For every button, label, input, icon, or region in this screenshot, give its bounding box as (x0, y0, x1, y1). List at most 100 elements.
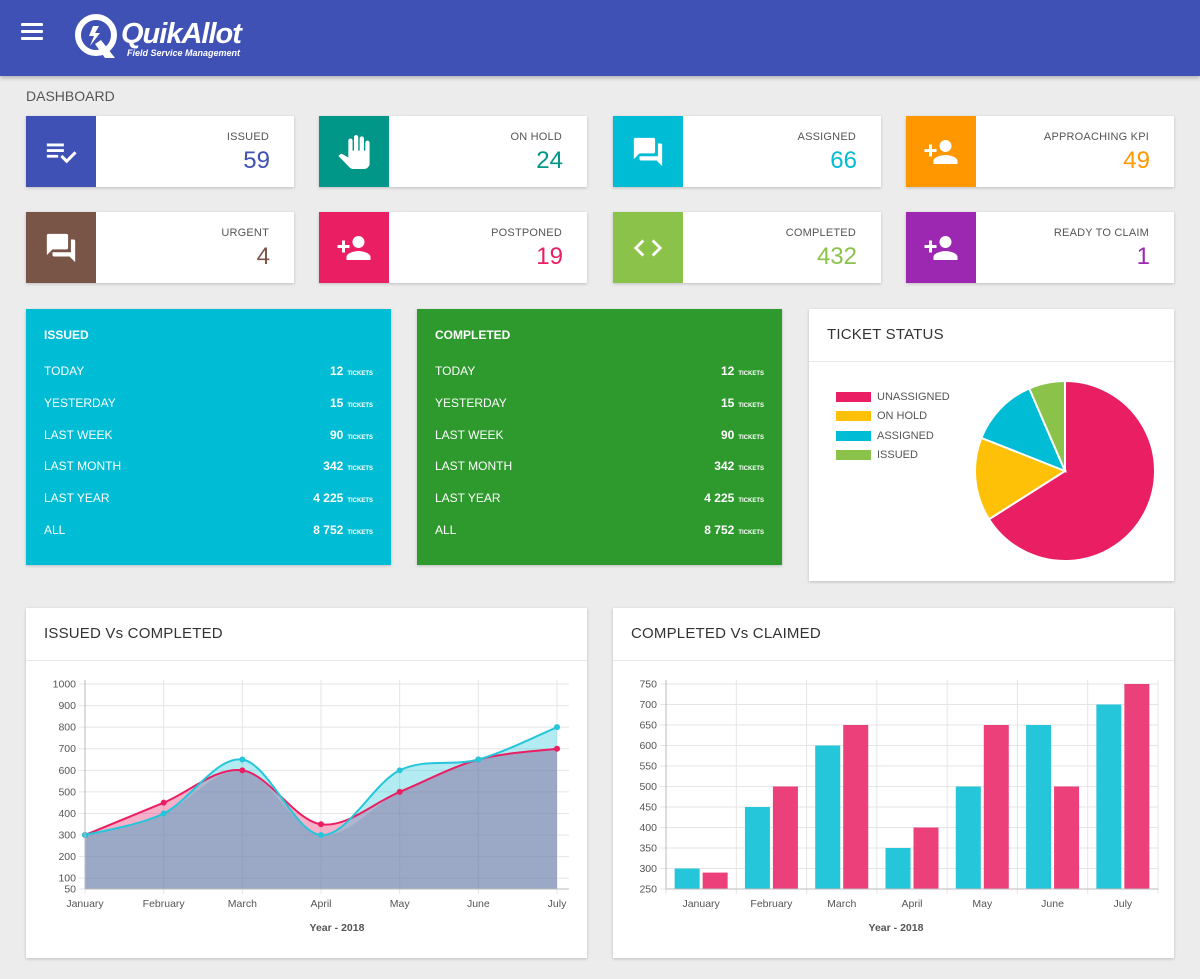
summary-row-label: LAST MONTH (44, 459, 122, 473)
stat-value: 432 (816, 243, 857, 270)
summary-card-issued: ISSUED TODAY 12 TICKETS YESTERDAY 15 TICKETS… (26, 309, 391, 565)
bar[interactable] (702, 872, 728, 889)
stat-icon-tile (26, 212, 96, 283)
summary-row-value: 8 752 TICKETS (704, 523, 764, 537)
x-tick-label: February (143, 898, 186, 910)
pie-slice[interactable] (974, 436, 1068, 521)
data-point[interactable] (396, 767, 403, 774)
panel-divider (26, 660, 587, 661)
y-tick-label: 800 (58, 722, 76, 734)
summary-row-value: 12 TICKETS (720, 364, 764, 378)
stat-card-on-hold[interactable]: ON HOLD 24 (319, 116, 587, 187)
legend-item[interactable]: UNASSIGNED (836, 387, 950, 407)
stat-card-ready-to-claim[interactable]: READY TO CLAIM 1 (906, 212, 1174, 283)
y-tick-label: 700 (639, 699, 657, 711)
summary-row-label: ALL (44, 523, 66, 537)
x-tick-label: May (390, 898, 411, 910)
stat-icon-tile (319, 212, 389, 283)
x-tick-label: February (750, 898, 793, 910)
summary-row-label: ALL (435, 523, 457, 537)
summary-row: LAST YEAR 4 225 TICKETS (435, 491, 764, 511)
summary-title: ISSUED (44, 328, 89, 342)
bar[interactable] (885, 848, 911, 889)
stat-card-assigned[interactable]: ASSIGNED 66 (613, 116, 881, 187)
summary-row: TODAY 12 TICKETS (44, 364, 373, 384)
bar[interactable] (1096, 704, 1122, 890)
bar[interactable] (983, 725, 1009, 889)
quikallot-logo-icon (75, 14, 117, 58)
summary-row-label: TODAY (435, 364, 476, 378)
legend-item[interactable]: ON HOLD (836, 407, 950, 427)
bar[interactable] (913, 827, 939, 890)
summary-row-label: LAST MONTH (435, 459, 513, 473)
stat-card-approaching-kpi[interactable]: APPROACHING KPI 49 (906, 116, 1174, 187)
stat-card-urgent[interactable]: URGENT 4 (26, 212, 294, 283)
bar[interactable] (1124, 684, 1150, 889)
stat-label: ISSUED (226, 131, 269, 143)
summary-row: TODAY 12 TICKETS (435, 364, 764, 384)
summary-row-label: LAST YEAR (44, 491, 110, 505)
legend-item[interactable]: ISSUED (836, 446, 950, 466)
bar[interactable] (1026, 725, 1052, 889)
pie-slice[interactable] (1027, 379, 1066, 472)
bar[interactable] (744, 807, 770, 889)
data-point[interactable] (160, 799, 167, 806)
forum-icon (46, 233, 76, 262)
summary-row-value: 342 TICKETS (714, 459, 764, 473)
data-point[interactable] (239, 767, 246, 774)
legend-item[interactable]: ASSIGNED (836, 426, 950, 446)
stat-icon-tile (319, 116, 389, 187)
playlist-check-icon (46, 143, 77, 163)
summary-row-value: 8 752 TICKETS (313, 523, 373, 537)
y-tick-label: 250 (639, 884, 657, 896)
data-point[interactable] (554, 724, 560, 731)
stat-label: ON HOLD (510, 131, 562, 143)
pie-legend: UNASSIGNED ON HOLD ASSIGNED ISSUED (836, 387, 950, 465)
hamburger-menu-icon[interactable] (21, 23, 43, 41)
y-tick-label: 100 (58, 873, 76, 885)
summary-row: LAST YEAR 4 225 TICKETS (44, 491, 373, 511)
stat-card-issued[interactable]: ISSUED 59 (26, 116, 294, 187)
y-tick-label: 400 (58, 808, 76, 820)
x-tick-label: January (682, 898, 720, 910)
brand-name: QuikAllot (121, 18, 242, 50)
y-tick-label: 600 (639, 740, 657, 752)
bar[interactable] (843, 725, 869, 889)
bar[interactable] (674, 868, 700, 890)
stat-card-completed[interactable]: COMPLETED 432 (613, 212, 881, 283)
bar[interactable] (955, 786, 981, 890)
y-tick-label: 350 (639, 843, 657, 855)
data-point[interactable] (396, 788, 403, 795)
person-add-icon (924, 139, 958, 164)
data-point[interactable] (475, 756, 482, 763)
stat-label: URGENT (221, 227, 269, 239)
stat-card-postponed[interactable]: POSTPONED 19 (319, 212, 587, 283)
summary-row: YESTERDAY 15 TICKETS (435, 396, 764, 416)
summary-row: LAST WEEK 90 TICKETS (435, 428, 764, 448)
pie-slice[interactable] (980, 387, 1067, 473)
data-point[interactable] (160, 810, 167, 817)
y-tick-label: 450 (639, 802, 657, 814)
summary-row: ALL 8 752 TICKETS (435, 523, 764, 543)
summary-row: ALL 8 752 TICKETS (44, 523, 373, 543)
brand-logo[interactable]: QuikAllot Field Service Management (75, 14, 250, 62)
panel-title: TICKET STATUS (827, 326, 944, 343)
data-point[interactable] (318, 832, 324, 839)
data-point[interactable] (554, 745, 560, 752)
x-tick-label: March (827, 898, 856, 910)
summary-row: LAST MONTH 342 TICKETS (435, 459, 764, 479)
x-tick-label: June (467, 898, 490, 910)
summary-row-value: 342 TICKETS (323, 459, 373, 473)
pie-slice[interactable] (987, 379, 1156, 562)
data-point[interactable] (318, 821, 324, 828)
summary-row: LAST WEEK 90 TICKETS (44, 428, 373, 448)
x-tick-label: July (1114, 898, 1133, 910)
y-tick-label: 700 (58, 743, 76, 755)
code-icon (633, 239, 663, 256)
bar[interactable] (815, 745, 841, 890)
summary-row-label: YESTERDAY (435, 396, 507, 410)
bar[interactable] (1054, 786, 1080, 890)
data-point[interactable] (239, 756, 246, 763)
summary-row: LAST MONTH 342 TICKETS (44, 459, 373, 479)
bar[interactable] (772, 786, 798, 890)
